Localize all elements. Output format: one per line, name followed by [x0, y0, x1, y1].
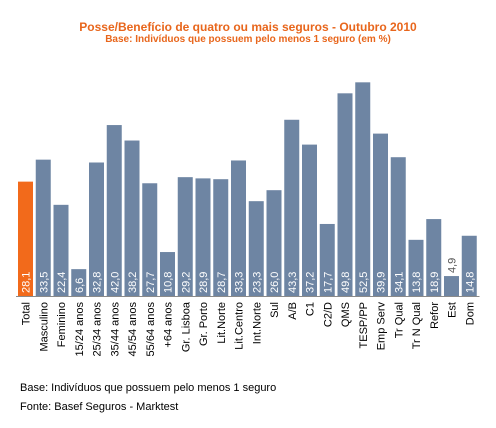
value-label-13: 23,3 — [251, 272, 263, 293]
value-label-15: 43,3 — [287, 272, 299, 293]
value-label-19: 52,5 — [358, 272, 370, 293]
value-label-1: 33,5 — [38, 272, 50, 293]
value-label-16: 37,2 — [305, 272, 317, 293]
bar-14 — [266, 190, 282, 296]
category-label-2: Feminino — [56, 302, 68, 347]
footnote-base: Base: Indivíduos que possuem pelo menos … — [20, 382, 277, 394]
category-label-13: Int.Norte — [251, 302, 263, 344]
category-label-17: C2/D — [322, 302, 334, 327]
bar-7 — [142, 183, 158, 296]
category-label-5: 35/44 anos — [109, 302, 121, 357]
bar-15 — [284, 119, 300, 296]
category-label-18: QMS — [340, 302, 352, 327]
category-label-10: Gr. Porto — [198, 302, 210, 346]
value-label-11: 28,7 — [216, 272, 228, 293]
value-label-12: 33,3 — [234, 272, 246, 293]
bar-24 — [444, 276, 459, 296]
value-label-24: 4,9 — [447, 258, 459, 273]
bar-5 — [106, 125, 122, 296]
value-label-10: 28,9 — [198, 272, 210, 293]
bar-22 — [408, 239, 424, 296]
category-label-3: 15/24 anos — [74, 302, 86, 357]
chart-title: Posse/Benefício de quatro ou mais seguro… — [79, 20, 417, 34]
value-label-20: 39,9 — [376, 272, 388, 293]
category-label-15: A/B — [287, 302, 299, 320]
value-label-9: 29,2 — [180, 272, 192, 293]
value-label-14: 26,0 — [269, 272, 281, 293]
value-label-2: 22,4 — [56, 272, 68, 293]
bar-20 — [373, 133, 388, 296]
value-label-23: 18,9 — [429, 272, 441, 293]
category-label-1: Masculino — [38, 302, 50, 352]
value-label-0: 28,1 — [21, 272, 33, 293]
value-label-21: 34,1 — [393, 272, 405, 293]
category-label-6: 45/54 anos — [127, 302, 139, 357]
bar-1 — [35, 159, 51, 296]
bar-21 — [390, 157, 406, 296]
value-label-25: 14,8 — [464, 272, 476, 293]
category-label-0: Total — [21, 302, 33, 325]
category-label-19: TESP/PP — [358, 302, 370, 348]
category-label-4: 25/34 anos — [92, 302, 104, 357]
value-label-5: 42,0 — [109, 272, 121, 293]
bar-19 — [355, 82, 371, 296]
category-label-24: Est — [447, 302, 459, 318]
bar-12 — [231, 160, 246, 296]
bar-25 — [461, 235, 477, 296]
value-label-22: 13,8 — [411, 272, 423, 293]
bar-9 — [177, 177, 193, 296]
bar-10 — [195, 178, 211, 296]
value-label-6: 38,2 — [127, 272, 139, 293]
category-label-7: 55/64 anos — [145, 302, 157, 357]
bar-18 — [337, 93, 353, 297]
category-label-20: Emp Serv — [376, 302, 388, 351]
category-label-21: Tr Qual — [393, 302, 405, 338]
value-label-8: 10,8 — [163, 272, 175, 293]
category-label-14: Sul — [269, 302, 281, 318]
bar-16 — [302, 144, 317, 296]
bar-11 — [213, 179, 229, 296]
footnote-source: Fonte: Basef Seguros - Marktest — [20, 401, 179, 413]
category-label-22: Tr N Qual — [411, 302, 423, 349]
category-label-16: C1 — [305, 302, 317, 316]
value-label-7: 27,7 — [145, 272, 157, 293]
value-label-17: 17,7 — [322, 272, 334, 293]
value-label-3: 6,6 — [74, 278, 86, 293]
chart-subtitle: Base: Indivíduos que possuem pelo menos … — [105, 34, 391, 45]
bar-23 — [426, 219, 442, 296]
bar-4 — [89, 162, 104, 296]
bar-chart: 28,1 Total 33,5 Masculino 22,4 Feminino 6,6 15/… — [16, 82, 480, 357]
bar-2 — [53, 204, 69, 296]
category-label-23: Refor — [429, 302, 441, 329]
category-label-11: Lit.Norte — [216, 302, 228, 344]
bar-13 — [248, 201, 264, 296]
category-label-8: +64 anos — [163, 302, 175, 348]
bar-6 — [124, 140, 140, 296]
category-label-9: Gr. Lisboa — [180, 301, 192, 352]
bar-0 — [18, 181, 33, 296]
category-label-25: Dom — [464, 302, 476, 325]
value-label-4: 32,8 — [92, 272, 104, 293]
category-label-12: Lit.Centro — [234, 302, 246, 350]
bar-8 — [160, 252, 175, 296]
bar-3 — [71, 269, 87, 296]
value-label-18: 49,8 — [340, 272, 352, 293]
bar-17 — [319, 223, 335, 296]
